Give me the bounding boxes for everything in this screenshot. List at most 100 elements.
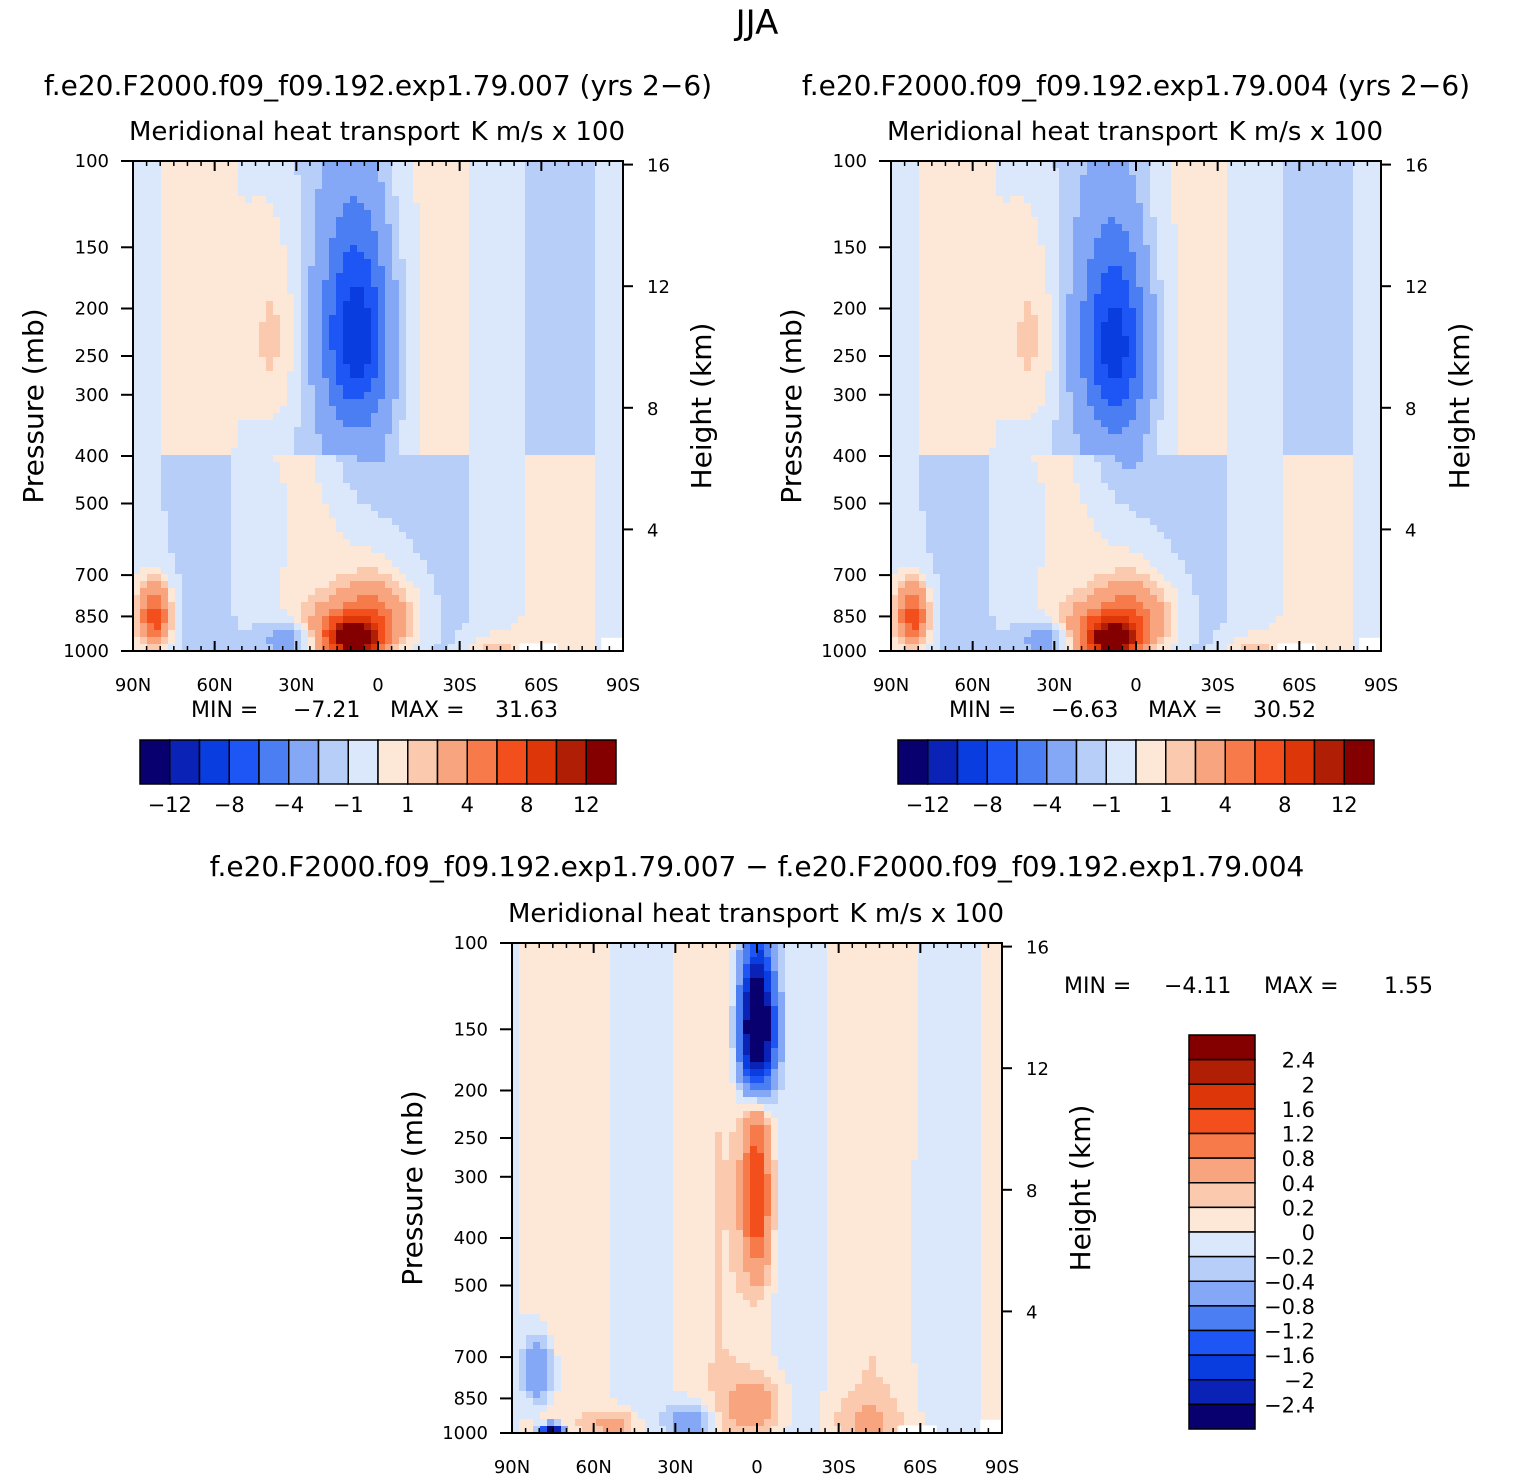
contour-cell xyxy=(294,231,302,239)
contour-cell xyxy=(609,378,617,386)
contour-cell xyxy=(238,343,246,351)
contour-cell xyxy=(133,217,141,225)
contour-cell xyxy=(196,280,204,288)
contour-cell xyxy=(364,525,372,533)
contour-cell xyxy=(378,343,386,351)
contour-cell xyxy=(588,259,596,267)
contour-cell xyxy=(154,441,162,449)
contour-cell xyxy=(217,371,225,379)
contour-cell xyxy=(602,189,610,197)
contour-cell xyxy=(343,252,351,260)
contour-cell xyxy=(476,182,484,190)
contour-cell xyxy=(434,182,442,190)
contour-cell xyxy=(532,364,540,372)
contour-cell xyxy=(609,364,617,372)
contour-cell xyxy=(434,364,442,372)
contour-cell xyxy=(532,196,540,204)
contour-cell xyxy=(371,490,379,498)
contour-cell xyxy=(287,210,295,218)
contour-cell xyxy=(497,616,505,624)
contour-cell xyxy=(140,294,148,302)
contour-cell xyxy=(448,567,456,575)
contour-cell xyxy=(413,455,421,463)
contour-cell xyxy=(616,392,624,400)
contour-cell xyxy=(497,546,505,554)
contour-cell xyxy=(567,609,575,617)
contour-cell xyxy=(343,385,351,393)
contour-cell xyxy=(504,497,512,505)
contour-cell xyxy=(182,364,190,372)
contour-cell xyxy=(245,539,253,547)
contour-cell xyxy=(609,315,617,323)
contour-cell xyxy=(175,609,183,617)
contour-cell xyxy=(504,245,512,253)
contour-cell xyxy=(266,252,274,260)
contour-cell xyxy=(455,448,463,456)
contour-cell xyxy=(210,322,218,330)
contour-cell xyxy=(280,287,288,295)
contour-cell xyxy=(217,224,225,232)
contour-cell xyxy=(378,602,386,610)
contour-cell xyxy=(329,525,337,533)
contour-cell xyxy=(546,350,554,358)
contour-cell xyxy=(581,616,589,624)
contour-cell xyxy=(329,441,337,449)
contour-cell xyxy=(154,637,162,645)
contour-cell xyxy=(406,588,414,596)
contour-cell xyxy=(161,266,169,274)
contour-cell xyxy=(203,406,211,414)
contour-cell xyxy=(525,476,533,484)
contour-cell xyxy=(154,504,162,512)
contour-cell xyxy=(252,609,260,617)
contour-cell xyxy=(448,588,456,596)
contour-cell xyxy=(182,560,190,568)
contour-cell xyxy=(434,322,442,330)
contour-cell xyxy=(490,616,498,624)
contour-cell xyxy=(231,364,239,372)
contour-cell xyxy=(581,490,589,498)
contour-cell xyxy=(175,231,183,239)
contour-cell xyxy=(581,273,589,281)
contour-cell xyxy=(420,357,428,365)
contour-cell xyxy=(469,385,477,393)
contour-cell xyxy=(532,252,540,260)
contour-cell xyxy=(406,224,414,232)
contour-cell xyxy=(203,539,211,547)
contour-cell xyxy=(560,189,568,197)
contour-cell xyxy=(168,336,176,344)
contour-cell xyxy=(378,455,386,463)
contour-cell xyxy=(231,504,239,512)
contour-cell xyxy=(518,476,526,484)
contour-cell xyxy=(336,630,344,638)
contour-cell xyxy=(602,602,610,610)
contour-cell xyxy=(553,168,561,176)
contour-cell xyxy=(217,301,225,309)
contour-cell xyxy=(406,581,414,589)
contour-cell xyxy=(483,441,491,449)
contour-cell xyxy=(210,168,218,176)
contour-cell xyxy=(252,224,260,232)
contour-cell xyxy=(189,609,197,617)
contour-cell xyxy=(336,413,344,421)
contour-cell xyxy=(448,434,456,442)
contour-cell xyxy=(161,644,169,652)
contour-cell xyxy=(315,623,323,631)
contour-cell xyxy=(343,182,351,190)
contour-cell xyxy=(497,301,505,309)
contour-cell xyxy=(504,161,512,169)
contour-cell xyxy=(490,427,498,435)
contour-cell xyxy=(588,490,596,498)
contour-cell xyxy=(259,245,267,253)
contour-cell xyxy=(518,581,526,589)
contour-cell xyxy=(259,392,267,400)
contour-cell xyxy=(441,448,449,456)
contour-cell xyxy=(483,231,491,239)
contour-cell xyxy=(525,196,533,204)
contour-cell xyxy=(385,161,393,169)
contour-cell xyxy=(609,182,617,190)
contour-cell xyxy=(476,203,484,211)
contour-cell xyxy=(385,168,393,176)
contour-cell xyxy=(385,294,393,302)
contour-cell xyxy=(140,252,148,260)
contour-cell xyxy=(525,420,533,428)
